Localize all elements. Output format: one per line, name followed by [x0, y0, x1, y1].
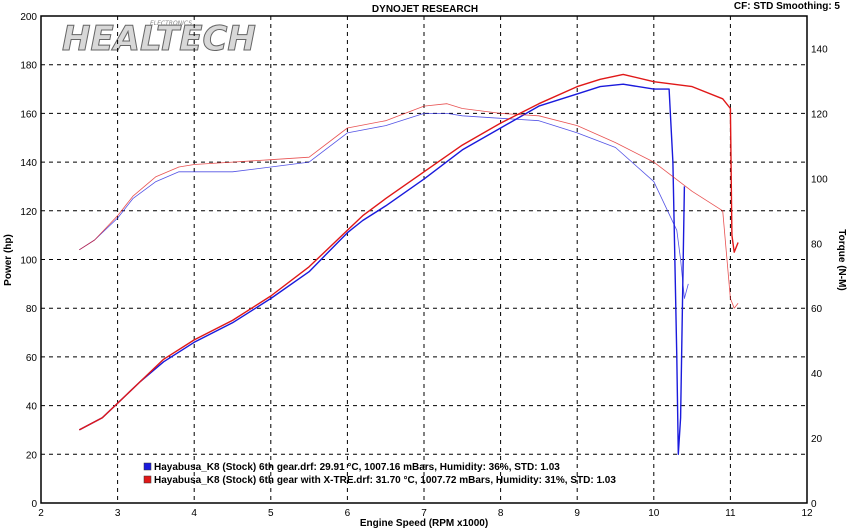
x-tick-label: 3	[115, 508, 121, 519]
x-tick-label: 8	[498, 508, 504, 519]
chart-info: CF: STD Smoothing: 5	[734, 1, 841, 12]
y2-axis-label: Torque (N-M)	[836, 229, 847, 290]
y2-tick-label: 20	[811, 434, 823, 445]
x-tick-label: 7	[421, 508, 427, 519]
y2-tick-label: 80	[811, 239, 823, 250]
y-tick-label: 100	[20, 256, 37, 267]
y-tick-label: 120	[20, 207, 37, 218]
x-tick-label: 6	[345, 508, 351, 519]
x-tick-label: 2	[38, 508, 44, 519]
torque-line-stock	[79, 113, 689, 299]
logo-subtext: ELECTRONICS	[150, 20, 192, 27]
x-tick-label: 5	[268, 508, 274, 519]
legend-swatch-xtre	[143, 475, 152, 484]
x-tick-label: 10	[648, 508, 660, 519]
y-tick-label: 180	[20, 61, 37, 72]
logo-text: HEALTECH	[62, 19, 256, 59]
x-tick-label: 12	[801, 508, 813, 519]
torque-line-xtre	[79, 103, 739, 309]
series-lines	[78, 73, 739, 455]
y-axis-label: Power (hp)	[3, 234, 14, 286]
healtech-logo: HEALTECH ELECTRONICS	[62, 19, 257, 60]
grid-lines	[41, 16, 807, 503]
x-tick-label: 11	[725, 508, 736, 519]
power-line-stock	[78, 83, 686, 455]
y2-tick-label: 40	[811, 369, 823, 380]
x-tick-label: 4	[191, 508, 197, 519]
chart-title: DYNOJET RESEARCH	[372, 4, 478, 15]
y-tick-label: 200	[20, 12, 37, 23]
legend: Hayabusa_K8 (Stock) 6th gear.drf: 29.91 …	[143, 462, 616, 486]
y-tick-label: 140	[20, 158, 37, 169]
y2-tick-label: 100	[811, 174, 828, 185]
y-tick-label: 80	[26, 304, 38, 315]
y-tick-label: 60	[26, 353, 38, 364]
x-axis-label: Engine Speed (RPM x1000)	[360, 518, 488, 529]
y-tick-label: 160	[20, 109, 37, 120]
y-tick-label: 40	[26, 402, 38, 413]
x-tick-label: 9	[574, 508, 580, 519]
axis-ticks: 2 3 4 5 6 7 8 9 10 11 1202040608010012014016018020…	[20, 12, 828, 519]
y2-tick-label: 120	[811, 109, 828, 120]
legend-swatch-stock	[143, 462, 152, 471]
y-tick-label: 20	[26, 450, 38, 461]
y2-tick-label: 60	[811, 304, 823, 315]
legend-label-xtre: Hayabusa_K8 (Stock) 6th gear with X-TRE.…	[154, 475, 616, 486]
y-tick-label: 0	[31, 499, 37, 510]
y2-tick-label: 140	[811, 44, 828, 55]
legend-label-stock: Hayabusa_K8 (Stock) 6th gear.drf: 29.91 …	[154, 462, 560, 473]
y2-tick-label: 0	[811, 499, 817, 510]
power-line-xtre	[78, 73, 739, 431]
